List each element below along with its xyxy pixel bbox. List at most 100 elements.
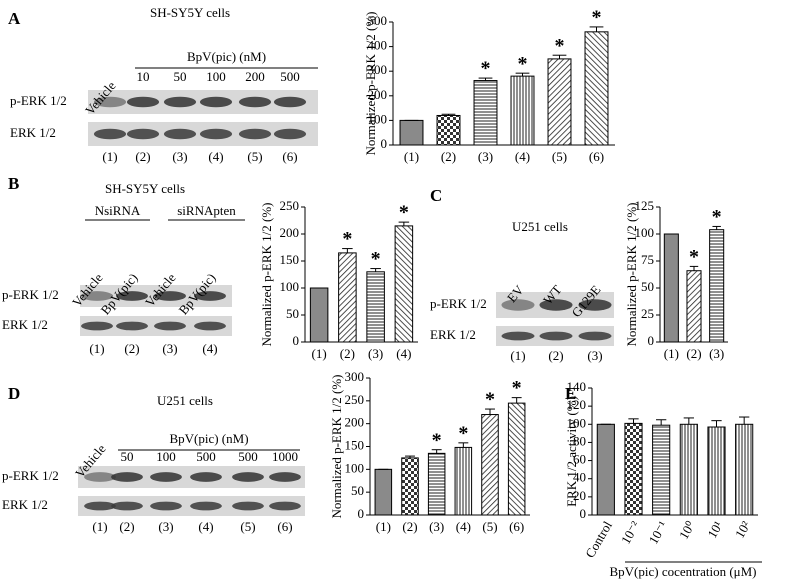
lane-number: (4) xyxy=(208,149,223,164)
significance-mark: * xyxy=(399,202,409,224)
x-tick-label: (6) xyxy=(589,149,604,164)
dose-label: 500 xyxy=(238,449,258,464)
lane-number: (6) xyxy=(282,149,297,164)
significance-mark: * xyxy=(512,377,522,399)
band xyxy=(199,128,233,140)
bar xyxy=(436,114,461,146)
y-tick-label: 250 xyxy=(345,392,365,407)
bar xyxy=(735,423,754,516)
significance-mark: * xyxy=(481,58,491,80)
x-tick-label: (6) xyxy=(509,519,524,534)
band xyxy=(81,291,113,301)
band xyxy=(163,96,197,108)
error-bar xyxy=(511,397,522,404)
y-tick-label: 50 xyxy=(286,306,299,321)
bar xyxy=(338,252,357,343)
blot-title: SH-SY5Y cells xyxy=(150,5,230,20)
significance-mark: * xyxy=(689,246,699,268)
error-bar xyxy=(478,77,493,81)
bar xyxy=(547,58,572,146)
error-bar xyxy=(398,221,410,226)
group-label: BpV(pic) (nM) xyxy=(187,49,266,64)
bar xyxy=(596,423,615,516)
bar xyxy=(584,31,609,146)
bar xyxy=(481,414,499,516)
bar xyxy=(374,468,393,516)
bar xyxy=(399,119,424,146)
bar xyxy=(427,452,446,516)
row-label: p-ERK 1/2 xyxy=(2,468,59,483)
lane-number: (2) xyxy=(135,149,150,164)
y-tick-label: 20 xyxy=(573,488,586,503)
y-tick-label: 500 xyxy=(368,13,388,28)
x-tick-label: (2) xyxy=(402,519,417,534)
y-tick-label: 50 xyxy=(351,483,364,498)
band xyxy=(126,96,160,108)
significance-mark: * xyxy=(592,7,602,29)
band xyxy=(232,501,264,511)
y-tick-label: 100 xyxy=(567,415,587,430)
lane-number: (2) xyxy=(548,348,563,363)
band xyxy=(194,321,226,331)
y-tick-label: 0 xyxy=(648,333,655,348)
lane-number: (4) xyxy=(202,341,217,356)
row-label: ERK 1/2 xyxy=(2,497,48,512)
error-bar xyxy=(628,418,639,424)
y-tick-label: 60 xyxy=(573,452,586,467)
lane-number: (1) xyxy=(510,348,525,363)
row-label: ERK 1/2 xyxy=(10,125,56,140)
error-bar xyxy=(431,449,442,454)
dose-label: 100 xyxy=(206,69,226,84)
band xyxy=(501,299,535,311)
blot-title: U251 cells xyxy=(512,219,568,234)
bar xyxy=(707,426,726,516)
x-tick-label: 10⁻² xyxy=(618,518,643,546)
y-axis-label: Normalized p-ERK 1/2 (%) xyxy=(259,202,274,346)
band xyxy=(111,501,143,511)
significance-mark: * xyxy=(371,248,381,270)
band xyxy=(238,128,272,140)
significance-mark: * xyxy=(712,206,722,228)
dose-label: 50 xyxy=(174,69,187,84)
significance-mark: * xyxy=(518,53,528,75)
error-bar xyxy=(515,72,530,77)
lane-number: (5) xyxy=(240,519,255,534)
row-label: p-ERK 1/2 xyxy=(10,93,67,108)
band xyxy=(273,96,307,108)
panel-letter: C xyxy=(430,186,442,205)
row-label: ERK 1/2 xyxy=(2,317,48,332)
y-axis-label: Normalized p-ERK 1/2 (%) xyxy=(329,374,344,518)
band xyxy=(578,299,612,311)
significance-mark: * xyxy=(432,429,442,451)
bar xyxy=(510,75,535,146)
y-tick-label: 40 xyxy=(573,470,586,485)
error-bar xyxy=(589,26,604,32)
x-tick-label: (2) xyxy=(441,149,456,164)
bar xyxy=(473,80,498,146)
error-bar xyxy=(552,54,567,59)
group-label: BpV(pic) (nM) xyxy=(169,431,248,446)
lane-number: (1) xyxy=(102,149,117,164)
bar xyxy=(507,402,526,516)
band xyxy=(150,472,182,482)
y-axis-label: ERK 1/2 activity (%) xyxy=(564,396,579,507)
y-tick-label: 400 xyxy=(368,38,388,53)
band xyxy=(273,128,307,140)
y-tick-label: 125 xyxy=(635,198,655,213)
lane-number: (3) xyxy=(587,348,602,363)
dose-label: 100 xyxy=(156,449,176,464)
y-tick-label: 250 xyxy=(280,198,300,213)
band xyxy=(84,501,116,511)
significance-mark: * xyxy=(342,228,352,250)
error-bar xyxy=(441,113,456,116)
x-tick-label: (2) xyxy=(340,346,355,361)
band xyxy=(238,96,272,108)
x-tick-label: (5) xyxy=(482,519,497,534)
y-tick-label: 120 xyxy=(567,397,587,412)
y-tick-label: 200 xyxy=(280,225,300,240)
band xyxy=(578,331,612,341)
y-tick-label: 300 xyxy=(345,369,365,384)
band xyxy=(126,128,160,140)
error-bar xyxy=(485,408,495,415)
panel-letter: A xyxy=(8,9,21,28)
